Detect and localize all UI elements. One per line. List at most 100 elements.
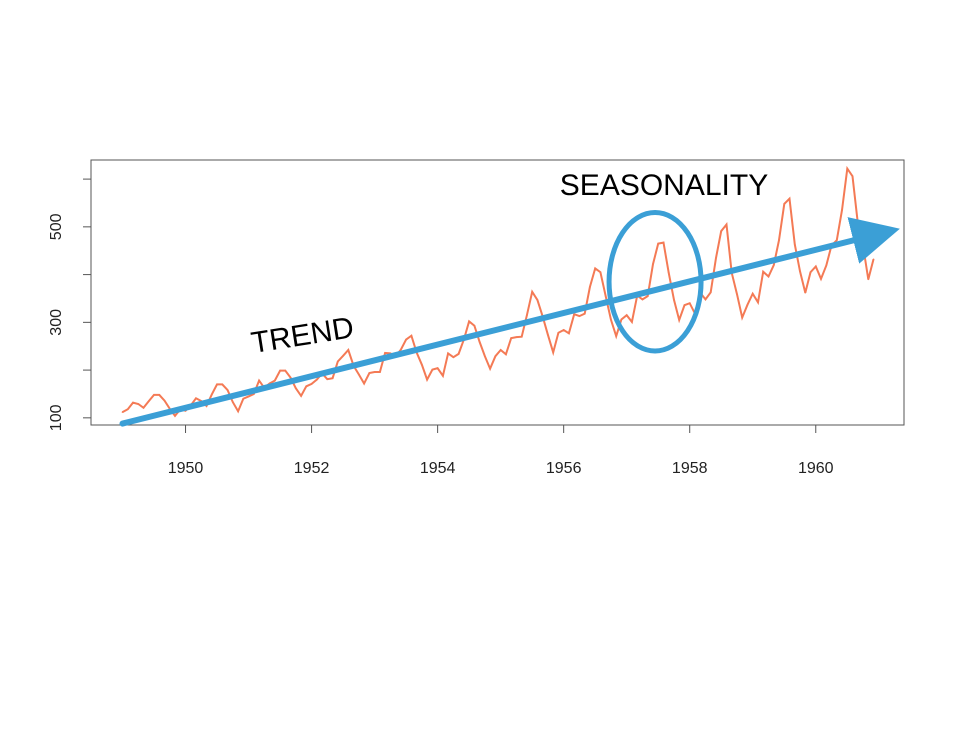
series-point xyxy=(736,293,738,295)
y-tick-label: 100 xyxy=(48,404,65,431)
series-point xyxy=(846,167,849,170)
series-point xyxy=(258,379,260,382)
series-point xyxy=(195,397,197,400)
series-point xyxy=(856,222,859,224)
series-point xyxy=(793,243,796,246)
series-point xyxy=(762,270,765,273)
series-point xyxy=(778,239,780,242)
series-point xyxy=(799,270,801,273)
series-point xyxy=(715,257,717,259)
series-point xyxy=(295,387,297,390)
series-point xyxy=(552,351,554,354)
series-point xyxy=(373,371,376,373)
series-point xyxy=(368,372,371,374)
series-point xyxy=(536,299,539,301)
series-point xyxy=(751,292,754,295)
series-point xyxy=(126,408,129,411)
series-point xyxy=(835,239,838,242)
series-point xyxy=(872,258,875,261)
series-point xyxy=(615,335,617,337)
series-point xyxy=(657,242,660,245)
series-point xyxy=(247,395,250,398)
series-point xyxy=(163,399,166,402)
passenger-series-line xyxy=(122,165,875,418)
series-point xyxy=(578,315,581,317)
series-point xyxy=(862,244,864,247)
trend-label: TREND xyxy=(249,311,356,360)
series-point xyxy=(310,383,313,385)
series-point xyxy=(473,324,476,327)
series-point xyxy=(452,356,455,358)
series-point xyxy=(505,353,507,356)
series-point xyxy=(583,312,586,315)
series-point xyxy=(326,378,329,380)
series-point xyxy=(358,373,360,376)
series-point xyxy=(520,335,523,338)
series-point xyxy=(673,299,675,301)
series-point xyxy=(688,302,691,305)
seasonality-ellipse xyxy=(606,210,704,354)
series-point xyxy=(599,271,602,274)
series-point xyxy=(384,352,386,354)
series-point xyxy=(279,369,281,372)
series-point xyxy=(757,301,759,304)
series-point xyxy=(242,397,245,400)
series-point xyxy=(725,223,728,226)
series-point xyxy=(421,364,423,366)
series-point xyxy=(274,379,276,382)
series-point xyxy=(400,348,402,351)
series-point xyxy=(767,275,770,278)
series-point xyxy=(494,355,497,358)
series-point xyxy=(641,298,644,301)
series-point xyxy=(568,332,570,335)
series-point xyxy=(809,271,812,274)
series-point xyxy=(210,393,213,396)
series-point xyxy=(557,332,560,334)
series-point xyxy=(489,367,491,370)
series-point xyxy=(851,175,854,178)
series-point xyxy=(531,290,533,293)
series-point xyxy=(426,378,428,381)
series-point xyxy=(347,349,350,351)
series-point xyxy=(410,334,413,337)
series-point xyxy=(610,318,612,321)
series-points xyxy=(121,167,875,417)
series-point xyxy=(772,264,775,266)
series-point xyxy=(510,337,512,339)
series-point xyxy=(589,286,591,288)
seasonality-label: SEASONALITY xyxy=(560,169,768,202)
series-point xyxy=(284,369,287,372)
series-point xyxy=(436,367,439,369)
series-point xyxy=(625,314,628,316)
series-point xyxy=(132,401,134,404)
series-point xyxy=(305,385,308,388)
series-point xyxy=(232,401,234,403)
series-point xyxy=(667,271,670,274)
series-point xyxy=(604,295,607,297)
series-point xyxy=(631,321,633,323)
series-point xyxy=(562,329,565,331)
series-point xyxy=(825,264,828,267)
x-tick-label: 1958 xyxy=(672,460,708,477)
series-point xyxy=(379,371,381,373)
series-point xyxy=(363,382,365,385)
series-point xyxy=(121,411,124,413)
plot-area-frame xyxy=(90,159,905,426)
series-point xyxy=(804,291,807,294)
series-point xyxy=(137,403,140,405)
series-point xyxy=(867,278,870,281)
series-point xyxy=(174,415,176,417)
series-point xyxy=(316,378,318,381)
series-point xyxy=(515,336,518,338)
series-point xyxy=(594,267,596,270)
y-axis: 100 300 500 xyxy=(48,178,91,431)
series-point xyxy=(442,375,444,377)
series-point xyxy=(221,383,224,386)
series-point xyxy=(547,333,549,336)
x-tick-label: 1960 xyxy=(798,460,834,477)
series-point xyxy=(226,389,229,391)
trend-arrow xyxy=(119,217,900,427)
series-point xyxy=(447,352,449,355)
series-point xyxy=(484,355,486,358)
